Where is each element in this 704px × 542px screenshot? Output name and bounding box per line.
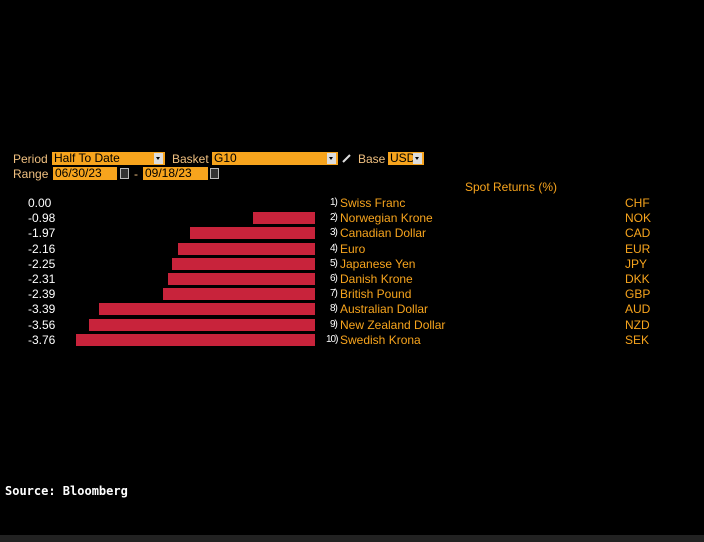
start-date-value: 06/30/23 (55, 166, 102, 180)
currency-name: New Zealand Dollar (340, 317, 446, 332)
currency-code: NOK (625, 211, 652, 226)
rank: 6) (330, 273, 338, 284)
end-date-value: 09/18/23 (145, 166, 192, 180)
value-label: -2.25 (28, 256, 56, 271)
bar (162, 288, 315, 301)
bar (189, 227, 315, 240)
currency-code: JPY (625, 256, 648, 271)
currency-code: DKK (625, 272, 650, 286)
bar (75, 333, 315, 346)
value-label: -0.98 (28, 211, 56, 226)
value-label: -2.16 (28, 241, 56, 256)
base-value: USD (390, 151, 416, 165)
base-dropdown[interactable]: USD (388, 152, 424, 165)
period-dropdown[interactable]: Half To Date (52, 152, 165, 165)
currency-code: AUD (625, 302, 651, 317)
value-label: -2.31 (28, 272, 56, 286)
currency-code: GBP (625, 287, 651, 302)
dropdown-arrow[interactable] (413, 153, 422, 164)
value-label: 0.00 (28, 196, 52, 210)
value-label: -3.76 (28, 332, 56, 347)
rank: 10) (326, 333, 338, 345)
rank: 7) (330, 288, 338, 300)
basket-value: G10 (214, 151, 237, 165)
rank: 4) (330, 242, 338, 254)
value-label: -1.97 (28, 226, 56, 241)
rank: 3) (330, 227, 338, 239)
currency-code: NZD (625, 317, 650, 332)
rank: 9) (330, 318, 338, 330)
currency-code: SEK (625, 332, 650, 347)
source: Source: Bloomberg (5, 484, 128, 498)
calendar-icon[interactable] (120, 168, 129, 179)
currency-name: Swedish Krona (340, 332, 421, 347)
currency-name: Norwegian Krone (340, 211, 433, 226)
bar (168, 273, 315, 285)
calendar-icon[interactable] (210, 168, 219, 179)
bar (252, 212, 315, 225)
rank: 1) (330, 197, 338, 208)
currency-code: CAD (625, 226, 651, 241)
bar (177, 242, 315, 255)
base-label: Base (358, 152, 386, 166)
basket-dropdown[interactable]: G10 (212, 152, 338, 165)
currency-name: Danish Krone (340, 272, 413, 286)
currency-code: CHF (625, 196, 650, 210)
rank: 8) (330, 303, 338, 315)
currency-name: Canadian Dollar (340, 226, 427, 241)
currency-code: EUR (625, 241, 651, 256)
status-bar (0, 535, 704, 542)
currency-name: Swiss Franc (340, 196, 406, 210)
value-label: -3.56 (28, 317, 56, 332)
period-label: Period (13, 152, 48, 166)
value-label: -3.39 (28, 302, 56, 317)
currency-name: Japanese Yen (340, 256, 416, 271)
range-separator: - (134, 167, 138, 181)
bar (88, 318, 315, 331)
dropdown-arrow[interactable] (154, 153, 163, 164)
currency-name: Euro (340, 241, 366, 256)
terminal-window: Period Half To Date Basket G10 Base USD … (3, 3, 700, 535)
chart-title: Spot Returns (%) (465, 180, 558, 194)
currency-name: British Pound (340, 287, 412, 302)
dropdown-arrow[interactable] (327, 153, 336, 164)
currency-name: Australian Dollar (340, 302, 429, 317)
value-label: -2.39 (28, 287, 56, 302)
edit-icon[interactable] (341, 152, 353, 164)
end-date[interactable]: 09/18/23 (143, 167, 208, 180)
bar (99, 303, 315, 316)
basket-label: Basket (172, 152, 209, 166)
period-value: Half To Date (54, 151, 120, 165)
bar (171, 257, 315, 270)
rank: 5) (330, 257, 338, 269)
range-label: Range (13, 167, 49, 181)
rank: 2) (330, 212, 338, 224)
start-date[interactable]: 06/30/23 (53, 167, 117, 180)
